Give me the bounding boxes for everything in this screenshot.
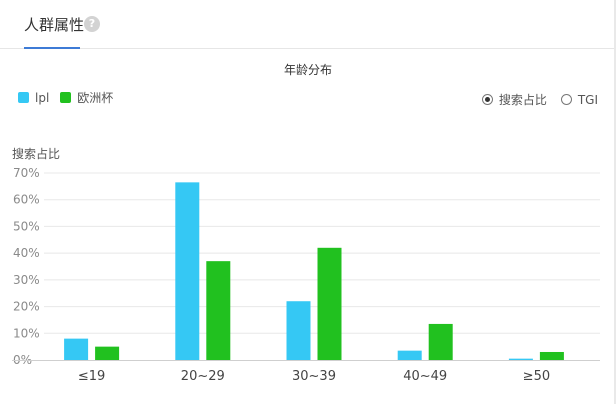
metric-radio-group: 搜索占比 TGI: [468, 91, 598, 108]
legend-swatch-lpl: [18, 92, 29, 103]
bar-lpl: [64, 338, 89, 360]
x-tick-label: 20~29: [181, 369, 225, 384]
y-tick-label: 40%: [13, 246, 40, 260]
radio-circle-tgi: [560, 94, 572, 105]
y-tick-label: 10%: [13, 326, 40, 340]
radio-label-tgi: TGI: [577, 92, 598, 107]
radio-tgi[interactable]: TGI: [560, 92, 598, 107]
radio-circle-search-share: [481, 94, 493, 105]
radio-search-share[interactable]: 搜索占比: [481, 91, 547, 108]
legend-swatch-euro-cup: [60, 92, 72, 103]
bar-euro-cup: [428, 323, 453, 360]
tab-label: 人群属性: [24, 16, 85, 34]
legend: lpl 欧洲杯: [18, 89, 124, 106]
legend-item-euro-cup[interactable]: 欧洲杯: [60, 89, 113, 106]
x-tick-label: 40~49: [403, 369, 447, 384]
bar-euro-cup: [539, 351, 564, 360]
panel-edge: [614, 0, 616, 404]
bar-lpl: [397, 350, 422, 360]
y-tick-label: 60%: [13, 193, 40, 207]
bar-lpl: [286, 301, 311, 360]
bar-lpl: [175, 182, 200, 360]
bar-euro-cup: [95, 346, 120, 360]
x-tick-label: 30~39: [292, 369, 336, 384]
bar-euro-cup: [317, 247, 342, 360]
legend-label-lpl: lpl: [35, 90, 50, 105]
y-tick-label: 30%: [13, 273, 40, 287]
x-tick-label: ≥50: [523, 369, 550, 384]
tab-active-indicator: [24, 47, 80, 49]
legend-item-lpl[interactable]: lpl: [18, 91, 49, 105]
x-tick-label: ≤19: [78, 369, 105, 384]
help-icon[interactable]: ?: [84, 16, 100, 32]
y-axis-label: 搜索占比: [12, 147, 61, 161]
tab-crowd-attributes[interactable]: 人群属性: [24, 14, 85, 49]
bar-lpl: [508, 358, 533, 360]
y-tick-label: 50%: [13, 219, 40, 233]
bar-euro-cup: [206, 261, 231, 360]
y-tick-label: 70%: [13, 166, 40, 180]
radio-label-search-share: 搜索占比: [498, 93, 547, 107]
chart-title: 年龄分布: [283, 63, 332, 77]
header: 人群属性 ?: [0, 0, 616, 49]
legend-label-euro-cup: 欧洲杯: [77, 91, 114, 105]
y-tick-label: 20%: [13, 300, 40, 314]
